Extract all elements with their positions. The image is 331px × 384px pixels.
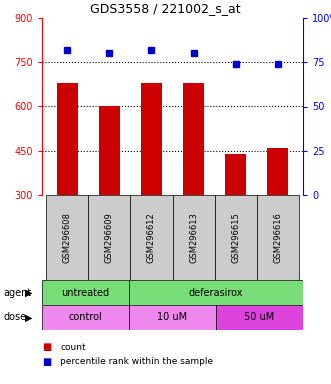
Text: ▶: ▶ bbox=[25, 313, 32, 323]
Text: 50 uM: 50 uM bbox=[244, 313, 275, 323]
Bar bbox=[225, 154, 246, 195]
Text: GSM296609: GSM296609 bbox=[105, 212, 114, 263]
Text: ▶: ▶ bbox=[25, 288, 32, 298]
Bar bbox=[257, 195, 299, 280]
Bar bbox=[129, 280, 303, 305]
Bar bbox=[129, 305, 216, 330]
Text: dose: dose bbox=[3, 313, 26, 323]
Text: untreated: untreated bbox=[62, 288, 110, 298]
Bar bbox=[57, 83, 78, 195]
Text: control: control bbox=[69, 313, 102, 323]
Bar bbox=[46, 195, 88, 280]
Text: GSM296615: GSM296615 bbox=[231, 212, 240, 263]
Text: deferasirox: deferasirox bbox=[189, 288, 243, 298]
Bar bbox=[172, 195, 214, 280]
Bar bbox=[141, 83, 162, 195]
Bar bbox=[267, 148, 288, 195]
Text: GSM296616: GSM296616 bbox=[273, 212, 282, 263]
Text: GSM296612: GSM296612 bbox=[147, 212, 156, 263]
Text: ■: ■ bbox=[42, 357, 51, 367]
Bar bbox=[130, 195, 172, 280]
Text: GSM296608: GSM296608 bbox=[63, 212, 72, 263]
Bar bbox=[183, 83, 204, 195]
Text: percentile rank within the sample: percentile rank within the sample bbox=[60, 358, 213, 366]
Bar bbox=[42, 280, 129, 305]
Bar bbox=[99, 106, 120, 195]
Text: GDS3558 / 221002_s_at: GDS3558 / 221002_s_at bbox=[90, 2, 241, 15]
Text: agent: agent bbox=[3, 288, 31, 298]
Bar bbox=[88, 195, 130, 280]
Bar bbox=[42, 305, 129, 330]
Text: 10 uM: 10 uM bbox=[158, 313, 188, 323]
Bar bbox=[214, 195, 257, 280]
Text: ■: ■ bbox=[42, 342, 51, 352]
Text: count: count bbox=[60, 343, 86, 351]
Text: GSM296613: GSM296613 bbox=[189, 212, 198, 263]
Bar bbox=[216, 305, 303, 330]
